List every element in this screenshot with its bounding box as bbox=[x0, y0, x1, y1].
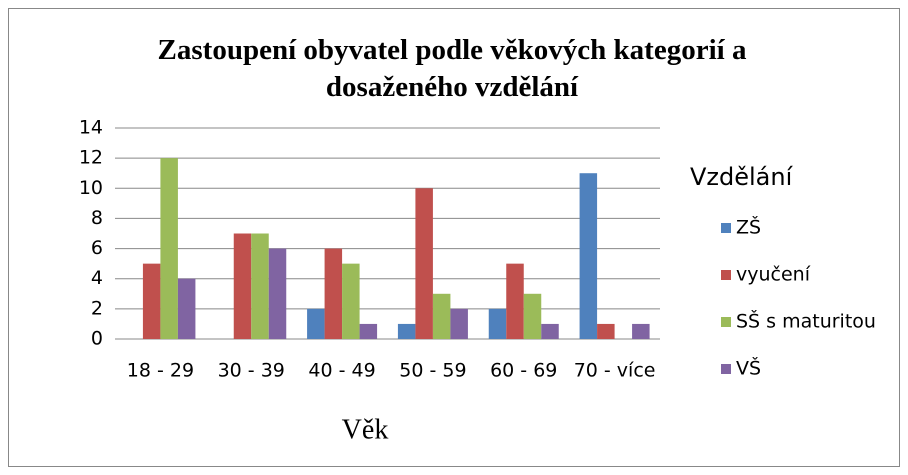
legend-swatch bbox=[721, 364, 731, 374]
bar bbox=[432, 293, 451, 339]
legend-label: ZŠ bbox=[736, 215, 761, 239]
legend-label: vyučení bbox=[736, 264, 811, 286]
x-axis-title: Věk bbox=[342, 414, 389, 445]
bar bbox=[233, 233, 252, 339]
y-tick-label: 2 bbox=[91, 297, 103, 319]
x-tick-label: 40 - 49 bbox=[308, 360, 375, 382]
chart-title: Zastoupení obyvatel podle věkových kateg… bbox=[157, 34, 747, 103]
y-tick-label: 8 bbox=[91, 207, 103, 229]
bar bbox=[488, 308, 507, 339]
bar bbox=[523, 293, 542, 339]
bar bbox=[632, 323, 650, 339]
legend-title: Vzdělání bbox=[690, 163, 794, 191]
x-tick-label: 70 - více bbox=[574, 360, 656, 382]
legend-swatch bbox=[721, 223, 731, 233]
bar bbox=[142, 263, 161, 339]
legend-label: VŠ bbox=[736, 356, 761, 380]
y-tick-label: 12 bbox=[79, 147, 103, 169]
y-tick-label: 0 bbox=[91, 328, 103, 350]
bar bbox=[307, 308, 325, 339]
bar bbox=[579, 173, 598, 339]
bar bbox=[397, 323, 416, 339]
bar bbox=[324, 248, 343, 339]
x-tick-label: 50 - 59 bbox=[399, 360, 466, 382]
x-tick-label: 60 - 69 bbox=[490, 360, 557, 382]
y-tick-label: 6 bbox=[91, 237, 103, 259]
y-tick-label: 4 bbox=[91, 267, 103, 289]
y-tick-label: 10 bbox=[79, 177, 103, 199]
bar bbox=[541, 323, 559, 339]
bar bbox=[251, 233, 269, 339]
bar bbox=[506, 263, 524, 339]
bar bbox=[342, 263, 360, 339]
x-tick-label: 30 - 39 bbox=[218, 360, 285, 382]
bar bbox=[359, 323, 378, 339]
bar bbox=[597, 323, 615, 339]
bar bbox=[415, 188, 433, 339]
bar bbox=[450, 308, 468, 339]
bar bbox=[177, 278, 196, 339]
x-tick-label: 18 - 29 bbox=[127, 360, 194, 382]
bar bbox=[268, 248, 287, 339]
legend-swatch bbox=[721, 270, 731, 280]
chart-frame bbox=[8, 8, 900, 467]
legend-swatch bbox=[721, 317, 731, 327]
legend-label: SŠ s maturitou bbox=[736, 309, 876, 333]
y-tick-label: 14 bbox=[79, 117, 103, 139]
bar bbox=[160, 158, 178, 339]
